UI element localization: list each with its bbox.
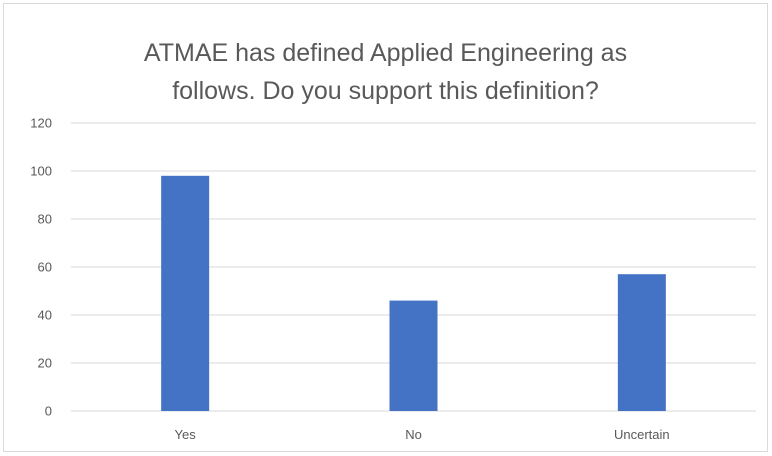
bar-no	[389, 300, 438, 411]
chart-title-line-2: follows. Do you support this definition?	[172, 77, 599, 105]
x-tick-label-no: No	[405, 427, 422, 442]
chart-frame: ATMAE has defined Applied Engineering as…	[3, 3, 768, 452]
bar-yes	[161, 175, 210, 411]
y-tick-label-40: 40	[38, 308, 52, 323]
y-tick-label-0: 0	[45, 404, 52, 419]
bar-uncertain	[617, 274, 666, 411]
chart-title-line-1: ATMAE has defined Applied Engineering as	[143, 39, 628, 67]
chart-title: ATMAE has defined Applied Engineering as…	[4, 34, 767, 110]
y-tick-label-20: 20	[38, 356, 52, 371]
y-tick-label-60: 60	[38, 260, 52, 275]
y-tick-label-100: 100	[30, 164, 52, 179]
y-tick-label-80: 80	[38, 212, 52, 227]
x-tick-label-uncertain: Uncertain	[614, 427, 670, 442]
bar-chart-plot: 0 20 40 60 80 100 120 Yes No Uncertain	[30, 116, 756, 442]
y-tick-label-120: 120	[30, 116, 52, 131]
x-tick-label-yes: Yes	[175, 427, 197, 442]
